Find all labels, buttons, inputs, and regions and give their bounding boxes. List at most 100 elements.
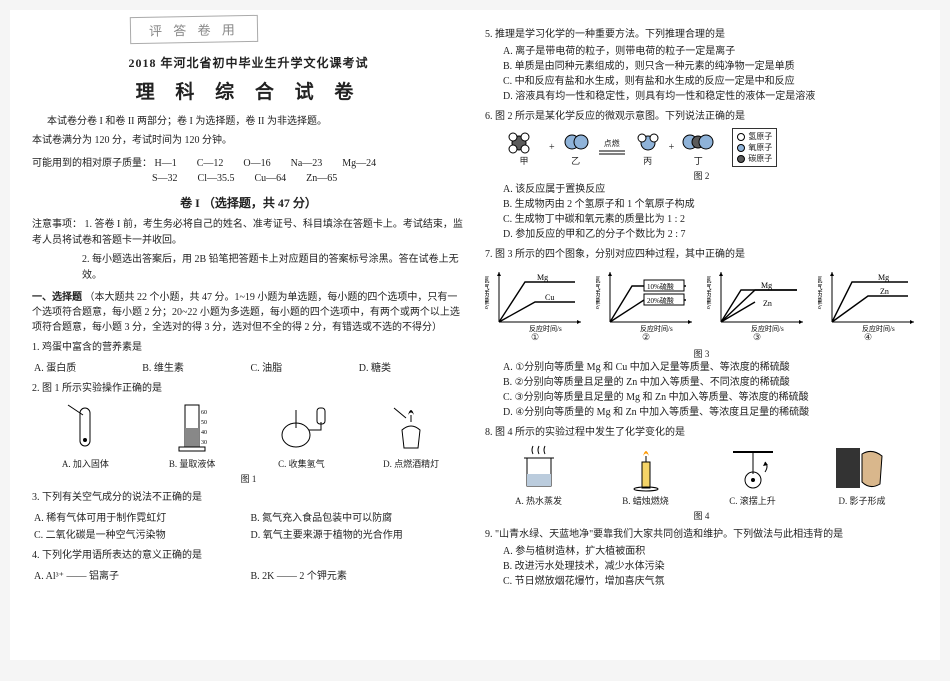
intro-line-1: 本试卷分卷 I 和卷 II 两部分；卷 I 为选择题，卷 II 为非选择题。 [32,114,465,129]
fig4-a-label: A. 热水蒸发 [515,494,562,507]
q7-opt-b: B. ②分别向等质量且足量的 Zn 中加入等质量、不同浓度的稀硫酸 [503,375,918,390]
atomic-mass-label: 可能用到的相对原子质量： [32,158,152,169]
q6-opt-d: D. 参加反应的甲和乙的分子个数比为 2 : 7 [503,227,918,242]
chart-2: 10%硫酸 20%硫酸 氢气质量/g 反应时间/s ② [596,266,696,343]
fig4-a: A. 热水蒸发 [511,444,566,507]
svg-text:氢气质量/g: 氢气质量/g [596,275,601,310]
fig1-b: 60 50 40 30 B. 量取液体 [165,400,220,470]
exam-page: 评 答 卷 用 2018 年河北省初中毕业生升学文化课考试 理 科 综 合 试 … [10,10,940,660]
fig2-label-bing: 丙 [643,154,652,167]
svg-text:反应时间/s: 反应时间/s [862,324,895,332]
notice-1: 1. 答卷 I 前，考生务必将自己的姓名、准考证号、科目填涂在答题卡上。考试结束… [32,219,463,246]
figure-3-row: Mg Cu 氢气质量/g 反应时间/s ① 10%硫酸 20%硫酸 氢气质量/g [485,266,918,343]
left-column: 2018 年河北省初中毕业生升学文化课考试 理 科 综 合 试 卷 本试卷分卷 … [22,18,475,652]
figure-4-row: A. 热水蒸发 B. 蜡烛燃烧 C. 滚摆 [485,444,918,507]
q5-opt-c: C. 中和反应有盐和水生成，则有盐和水生成的反应一定是中和反应 [503,74,918,89]
fig1-a: A. 加入固体 [58,400,113,470]
q4-opt-b: B. 2K —— 2 个钾元素 [249,566,466,583]
fig2-label-jia: 甲 [519,154,528,167]
molecule-bing-icon [633,128,663,154]
svg-text:氢气质量/g: 氢气质量/g [707,275,712,310]
right-column: 5. 推理是学习化学的一种重要方法。下列推理合理的是 A. 离子是带电荷的粒子，… [475,18,928,652]
fig2-condition: 点燃 [604,138,620,149]
figure-1-row: A. 加入固体 60 50 40 30 B. 量取液体 [32,400,465,470]
q3-opt-a: A. 稀有气体可用于制作霓虹灯 [32,508,249,525]
q7-opt-d: D. ④分别向等质量的 Mg 和 Zn 中加入等质量、等浓度且足量的稀硫酸 [503,405,918,420]
svg-text:Cu: Cu [545,293,554,302]
part1-label: 一、选择题 [32,292,82,303]
svg-text:反应时间/s: 反应时间/s [751,324,784,332]
figure-2: 甲 + 乙 点燃 丙 + [505,128,918,167]
fig1-d-label: D. 点燃酒精灯 [383,457,439,470]
rolling-pendulum-icon [725,444,780,492]
fig4-c: C. 滚摆上升 [725,444,780,507]
notice-label: 注意事项： [32,219,82,230]
question-5: 5. 推理是学习化学的一种重要方法。下列推理合理的是 [485,27,918,42]
question-1: 1. 鸡蛋中富含的营养素是 [32,340,465,355]
question-9: 9. "山青水绿、天蓝地净"要靠我们大家共同创造和维护。下列做法与此相违背的是 [485,527,918,542]
svg-text:Mg: Mg [537,273,548,282]
fig2-label-yi: 乙 [571,154,580,167]
stamp-box: 评 答 卷 用 [130,15,258,44]
svg-text:氢气质量/g: 氢气质量/g [485,275,490,310]
test-tube-icon [58,400,113,455]
q1-opt-b: B. 维生素 [140,358,248,375]
q1-options: A. 蛋白质 B. 维生素 C. 油脂 D. 糖类 [32,358,465,375]
svg-text:反应时间/s: 反应时间/s [529,324,562,332]
svg-text:氢气质量/g: 氢气质量/g [818,275,823,310]
q6-opt-b: B. 生成物丙由 2 个氢原子和 1 个氧原子构成 [503,197,918,212]
question-8: 8. 图 4 所示的实验过程中发生了化学变化的是 [485,425,918,440]
shadow-icon [832,444,892,492]
q1-opt-d: D. 糖类 [357,358,465,375]
figure-2-caption: 图 2 [485,169,918,182]
fig2-plus-2: + [669,142,675,153]
notice-2: 2. 每小题选出答案后，用 2B 铅笔把答题卡上对应题目的答案标号涂黑。答在试卷… [82,252,465,284]
question-7: 7. 图 3 所示的四个图象，分别对应四种过程，其中正确的是 [485,247,918,262]
figure-3-caption: 图 3 [485,347,918,360]
section-1-title: 卷 I （选择题，共 47 分） [32,194,465,211]
part1-heading: 一、选择题 （本大题共 22 个小题，共 47 分。1~19 小题为单选题，每小… [32,290,465,335]
beaker-steam-icon [511,444,566,492]
legend-h: 氢原子 [748,131,772,142]
q3-opt-c: C. 二氧化碳是一种空气污染物 [32,525,249,542]
chart-1: Mg Cu 氢气质量/g 反应时间/s ① [485,266,585,343]
part1-text: （本大题共 22 个小题，共 47 分。1~19 小题为单选题，每小题的四个选项… [32,292,460,333]
legend-o: 氧原子 [748,142,772,153]
q6-opt-a: A. 该反应属于置换反应 [503,182,918,197]
chart1-mark: ① [531,332,539,343]
svg-text:30: 30 [201,440,207,446]
q7-opt-c: C. ③分别向等质量且足量的 Mg 和 Zn 中加入等质量、等浓度的稀硫酸 [503,390,918,405]
q4-opt-a: A. Al³⁺ —— 铝离子 [32,566,249,583]
fig4-b: B. 蜡烛燃烧 [618,444,673,507]
intro-line-2: 本试卷满分为 120 分，考试时间为 120 分钟。 [32,133,465,148]
figure-4-caption: 图 4 [485,509,918,522]
fig1-c: C. 收集氢气 [271,400,331,470]
chart4-mark: ④ [864,332,872,343]
chart2-mark: ② [642,332,650,343]
chart3-mark: ③ [753,332,761,343]
q6-opt-c: C. 生成物丁中碳和氧元素的质量比为 1 : 2 [503,212,918,227]
fig2-label-ding: 丁 [694,154,703,167]
fig4-c-label: C. 滚摆上升 [729,494,776,507]
molecule-yi-icon [561,128,591,154]
atomic-mass-row1: H—1 C—12 O—16 Na—23 Mg—24 [155,158,377,169]
fig1-c-label: C. 收集氢气 [278,457,325,470]
legend-c: 碳原子 [748,153,772,164]
q5-opt-a: A. 离子是带电荷的粒子，则带电荷的粒子一定是离子 [503,44,918,59]
exam-year-title: 2018 年河北省初中毕业生升学文化课考试 [32,54,465,71]
svg-text:Zn: Zn [763,299,772,308]
svg-text:20%硫酸: 20%硫酸 [647,296,674,305]
svg-text:60: 60 [201,410,207,416]
fig4-b-label: B. 蜡烛燃烧 [622,494,669,507]
svg-text:反应时间/s: 反应时间/s [640,324,673,332]
q9-opt-b: B. 改进污水处理技术，减少水体污染 [503,559,918,574]
q1-opt-a: A. 蛋白质 [32,358,140,375]
alcohol-lamp-icon [384,400,439,455]
q4-options: A. Al³⁺ —— 铝离子 B. 2K —— 2 个钾元素 [32,566,465,583]
question-2: 2. 图 1 所示实验操作正确的是 [32,381,465,396]
question-4: 4. 下列化学用语所表达的意义正确的是 [32,548,465,563]
figure-2-legend: 氢原子 氧原子 碳原子 [732,128,777,167]
atomic-mass-block: 可能用到的相对原子质量： H—1 C—12 O—16 Na—23 Mg—24 S… [32,156,465,186]
svg-text:10%硫酸: 10%硫酸 [647,282,674,291]
gas-collection-icon [271,400,331,455]
